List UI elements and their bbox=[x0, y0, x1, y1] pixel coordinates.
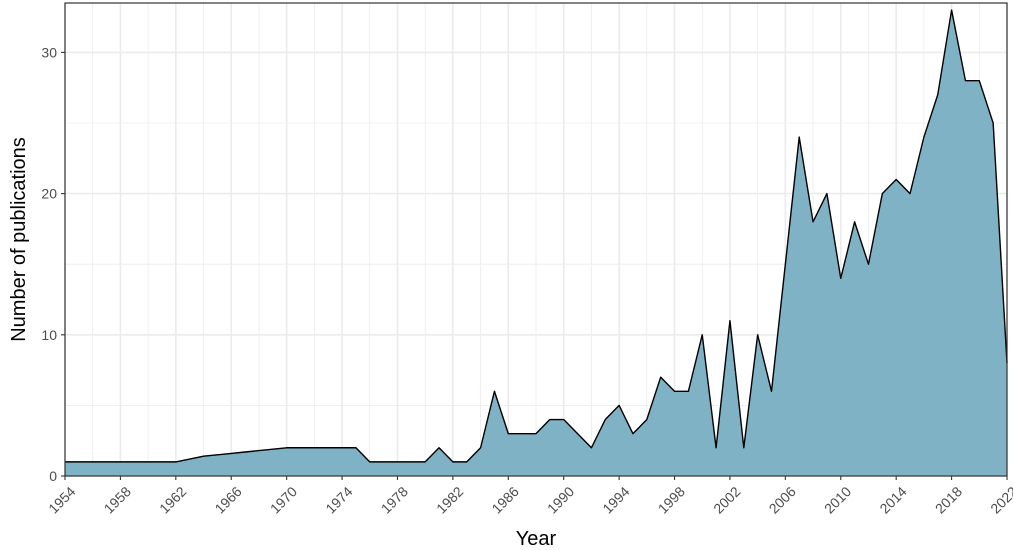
x-tick-label: 1982 bbox=[433, 483, 466, 516]
y-axis-ticks: 0 10 20 30 bbox=[41, 44, 65, 484]
y-tick-label: 0 bbox=[49, 468, 57, 484]
x-tick-label: 2010 bbox=[821, 483, 854, 516]
x-tick-label: 1966 bbox=[211, 483, 244, 516]
x-axis-title: Year bbox=[516, 528, 557, 550]
x-tick-label: 1962 bbox=[156, 483, 189, 516]
x-axis-ticks: 1954 1958 1962 1966 1970 1974 1978 1982 1986 1990… bbox=[45, 476, 1013, 517]
x-tick-label: 1994 bbox=[599, 483, 632, 516]
y-tick-label: 20 bbox=[41, 186, 57, 202]
area-series-fill bbox=[65, 10, 1007, 477]
area-series-outline bbox=[65, 9, 1008, 463]
x-tick-label: 1970 bbox=[267, 483, 300, 516]
x-tick-label: 2022 bbox=[987, 483, 1013, 516]
x-tick-label: 1958 bbox=[101, 483, 134, 516]
x-tick-label: 1978 bbox=[378, 483, 411, 516]
x-tick-label: 1974 bbox=[322, 483, 355, 516]
x-tick-label: 2018 bbox=[932, 483, 965, 516]
x-tick-label: 2006 bbox=[766, 483, 799, 516]
x-tick-label: 1954 bbox=[45, 483, 78, 516]
y-tick-label: 10 bbox=[41, 327, 57, 343]
x-tick-label: 1986 bbox=[488, 483, 521, 516]
plot-panel-border bbox=[64, 2, 1008, 477]
x-tick-label: 1990 bbox=[544, 483, 577, 516]
y-tick-label: 30 bbox=[41, 44, 57, 60]
x-tick-label: 1998 bbox=[655, 483, 688, 516]
x-tick-label: 2002 bbox=[710, 483, 743, 516]
y-axis-title: Number of publications bbox=[8, 137, 30, 342]
x-tick-label: 2014 bbox=[876, 483, 909, 516]
